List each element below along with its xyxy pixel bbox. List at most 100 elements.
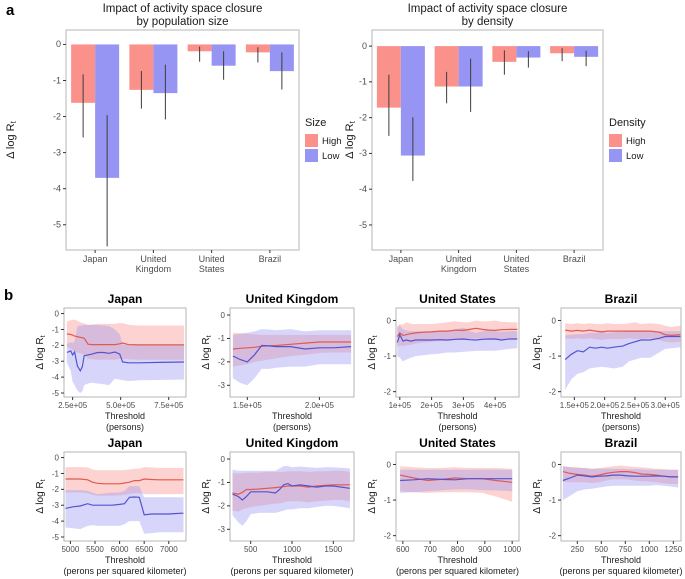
- y-tick-label: -1: [359, 77, 367, 87]
- x-axis-label: (perons per squared kilometer): [230, 566, 353, 576]
- chart-title: Brazil: [605, 436, 638, 450]
- y-tick-label: -2: [218, 358, 226, 367]
- x-axis-label: Threshold: [601, 411, 641, 421]
- x-tick-label: 600: [396, 545, 410, 554]
- x-tick-label: 1.5e+05: [233, 401, 263, 410]
- line-chart-brazil-persons: 0 -1 -2 Δ log Rt 1.5e+05 2.0e+05 2.5e+05 3.0e+0…: [531, 292, 685, 435]
- trend-line-high: [232, 484, 350, 495]
- y-tick-label: -4: [52, 373, 60, 382]
- panel-border: [560, 307, 682, 398]
- chart-title: Japan: [108, 292, 143, 306]
- y-tick-label: 0: [552, 460, 557, 469]
- line-chart-svg: 0 -1 -2 Δ log Rt 250 500 750 1000 1250 Brazil Thre…: [532, 436, 683, 576]
- x-tick-label: 7000: [160, 545, 178, 554]
- x-tick-label: 4e+05: [484, 401, 507, 410]
- x-axis-label: Threshold: [437, 411, 477, 421]
- y-tick-label: -3: [53, 147, 61, 157]
- line-chart-united-states-persons: 0 -1 -2 Δ log Rt 1e+05 2e+05 3e+05 4e+05 United …: [366, 292, 523, 435]
- ribbon-low: [565, 331, 681, 390]
- x-tick-label: Kingdom: [136, 264, 172, 274]
- trend-line-low: [562, 474, 679, 482]
- y-axis-label: Δ log Rt: [201, 479, 213, 513]
- line-chart-united-kingdom-density: 0 -1 -2 -3 Δ log Rt 500 1000 1500 United Kingdom…: [200, 436, 358, 579]
- y-tick-label: -2: [384, 531, 392, 540]
- trend-line-low: [66, 350, 185, 373]
- y-tick-label: 0: [56, 39, 61, 49]
- x-axis-label: (persons): [273, 422, 311, 432]
- ribbon-low: [232, 329, 352, 386]
- x-tick-label: Japan: [83, 254, 108, 264]
- chart-title: Japan: [108, 436, 143, 450]
- ribbon-low: [66, 325, 185, 393]
- x-tick-label: 250: [571, 545, 585, 554]
- panel-border: [560, 451, 682, 542]
- chart-title: by population size: [136, 16, 228, 28]
- y-axis-label: Δ log Rt: [532, 335, 544, 369]
- x-tick-label: 6500: [135, 545, 153, 554]
- x-tick-label: 5500: [86, 545, 104, 554]
- line-chart-svg: 0 -1 -2 Δ log Rt 1.5e+05 2.0e+05 2.5e+05 3.0e+0…: [532, 292, 682, 432]
- y-tick-label: -2: [549, 531, 557, 540]
- y-axis-label: Δ log Rt: [5, 120, 18, 158]
- y-tick-label: -1: [549, 352, 557, 361]
- trend-line-low: [65, 496, 184, 516]
- ribbon-high: [66, 319, 185, 360]
- panel-b-label: b: [4, 287, 14, 304]
- trend-line-low: [396, 333, 518, 343]
- x-axis-label: Threshold: [437, 555, 477, 565]
- line-chart-svg: 0 -1 -2 -3 Δ log Rt 1.5e+05 2.0e+05 United King…: [201, 292, 355, 432]
- y-tick-label: -4: [53, 183, 61, 193]
- y-tick-label: -3: [52, 357, 60, 366]
- line-chart-svg: 0 -1 -2 Δ log Rt 600 700 800 900 1000 United Stat…: [367, 436, 522, 576]
- x-tick-label: 2e+05: [420, 401, 443, 410]
- y-tick-label: -5: [52, 389, 60, 398]
- legend-label: High: [322, 136, 342, 147]
- chart-title: Impact of activity space closure: [408, 3, 568, 15]
- ribbon-low: [65, 486, 184, 534]
- ribbon-high: [232, 332, 352, 367]
- x-axis-label: (persons): [602, 422, 640, 432]
- y-tick-label: -1: [52, 325, 60, 334]
- chart-title: United Kingdom: [246, 292, 339, 306]
- x-tick-label: 2.0e+05: [590, 401, 620, 410]
- x-tick-label: United: [140, 254, 166, 264]
- x-tick-label: 5.0e+05: [106, 401, 136, 410]
- x-tick-label: 1.5e+05: [560, 401, 590, 410]
- y-axis-label: Δ log Rt: [35, 479, 47, 513]
- legend-title: Size: [305, 117, 326, 129]
- y-tick-label: -3: [359, 148, 367, 158]
- line-chart-united-kingdom-persons: 0 -1 -2 -3 Δ log Rt 1.5e+05 2.0e+05 United King…: [200, 292, 358, 435]
- ribbon-high: [400, 466, 513, 502]
- trend-line-high: [396, 327, 518, 337]
- y-tick-label: 0: [362, 41, 367, 51]
- y-tick-label: 0: [55, 309, 60, 318]
- y-tick-label: -2: [52, 485, 60, 494]
- panel-border: [63, 307, 187, 398]
- x-tick-label: 1e+05: [389, 401, 412, 410]
- ribbon-high: [65, 467, 184, 496]
- chart-title: Impact of activity space closure: [103, 3, 263, 15]
- x-axis-label: Threshold: [272, 411, 312, 421]
- ribbon-low: [232, 466, 350, 526]
- legend-swatch-low: [609, 149, 622, 162]
- y-tick-label: -5: [53, 220, 61, 230]
- panel-border: [395, 307, 520, 398]
- y-tick-label: 0: [221, 455, 226, 464]
- x-tick-label: 2.5e+05: [58, 401, 88, 410]
- chart-title: United Kingdom: [246, 436, 339, 450]
- y-tick-label: -3: [52, 501, 60, 510]
- y-tick-label: -5: [359, 220, 367, 230]
- ribbon-low: [400, 469, 513, 493]
- bar-chart-by-population-size: Impact of activity space closure by popul…: [0, 0, 345, 287]
- y-tick-label: -2: [52, 341, 60, 350]
- x-axis-label: (perons per squared kilometer): [559, 566, 682, 576]
- x-tick-label: 1000: [283, 545, 301, 554]
- y-tick-label: 0: [387, 460, 392, 469]
- y-tick-label: -2: [384, 387, 392, 396]
- x-tick-label: United: [199, 254, 225, 264]
- y-axis-label: Δ log Rt: [367, 335, 379, 369]
- trend-line-low: [232, 344, 352, 363]
- x-axis-label: (perons per squared kilometer): [63, 566, 186, 576]
